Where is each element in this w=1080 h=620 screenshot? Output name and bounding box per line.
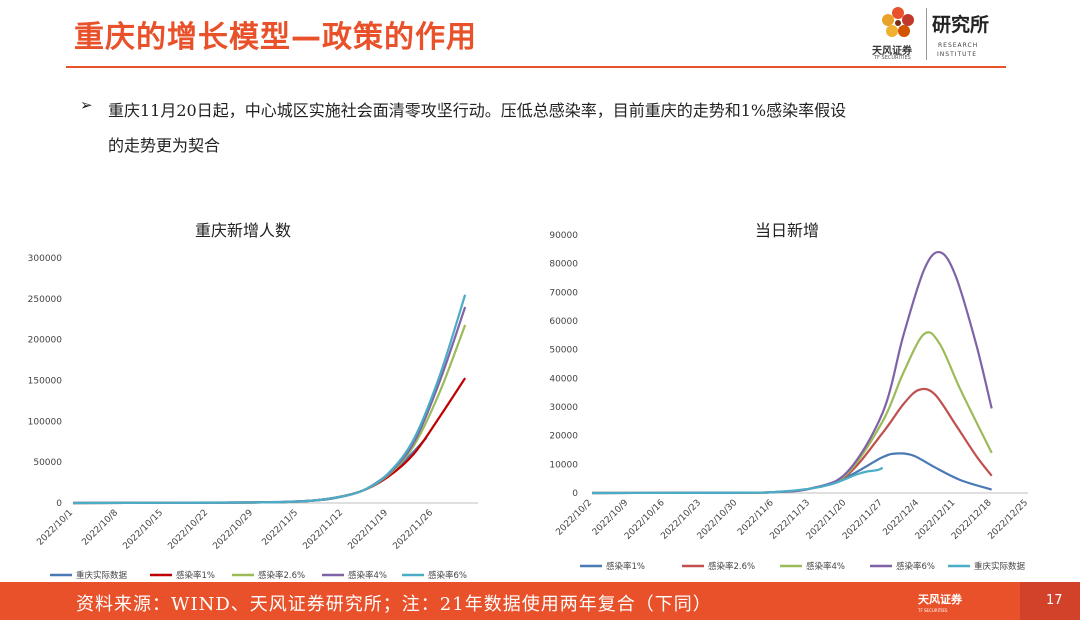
x-tick-label: 2022/11/5 [260,508,300,548]
y-tick-label: 300000 [28,254,63,264]
legend-label: 重庆实际数据 [76,570,128,581]
footer-bar: 资料来源：WIND、天风证券研究所；注：21年数据使用两年复合（下同） 天风证券… [0,582,1080,620]
series-line [72,377,467,505]
logo-divider [926,8,927,60]
footer-logo-cn: 天风证券 [918,593,962,606]
series-line [591,331,993,495]
x-tick-label: 2022/10/15 [121,508,165,552]
y-tick-label: 100000 [28,417,63,427]
y-tick-label: 70000 [549,288,578,298]
x-tick-label: 2022/11/19 [346,508,390,552]
logo-research-en-2: INSTITUTE [937,51,978,58]
chart-title: 重庆新增人数 [195,221,291,240]
x-tick-label: 2022/10/22 [166,508,210,552]
company-logo: 天风证券 TF SECURITIES 研究所 RESEARCH INSTITUT… [870,4,990,62]
logo-name-en: TF SECURITIES [874,55,911,61]
footer-source-text: 资料来源：WIND、天风证券研究所；注：21年数据使用两年复合（下同） [76,594,712,615]
series-line [72,324,467,505]
x-tick-label: 2022/10/29 [211,508,255,552]
bullet-line-2: 的走势更为契合 [108,136,221,155]
series-line [591,452,992,495]
y-tick-label: 10000 [549,460,578,470]
logo-research-en-1: RESEARCH [938,42,979,49]
series-line [72,294,467,505]
legend-label: 感染率1% [176,570,215,581]
legend-label: 感染率4% [806,561,845,572]
page-number: 17 [1046,593,1063,608]
footer-logo-en: TF SECURITIES [918,608,948,613]
legend-label: 重庆实际数据 [974,561,1026,572]
x-tick-label: 2022/10/2 [554,498,594,538]
legend-label: 感染率6% [896,561,935,572]
series-line [591,387,993,495]
x-tick-label: 2022/10/8 [80,508,120,548]
y-tick-label: 40000 [549,374,578,384]
y-tick-label: 0 [572,489,578,499]
x-tick-label: 2022/10/1 [35,508,75,548]
y-tick-label: 250000 [28,295,63,305]
page-number-box [1020,582,1080,620]
legend-label: 感染率1% [606,561,645,572]
series-line [591,466,884,495]
logo-name-cn: 天风证券 [872,46,912,57]
legend-label: 感染率2.6% [708,561,755,572]
x-tick-label: 2022/11/12 [301,508,345,552]
y-tick-label: 200000 [28,336,63,346]
series-line [591,250,993,495]
y-tick-label: 150000 [28,377,63,387]
series-line [72,436,428,505]
legend-label: 感染率2.6% [258,570,305,581]
y-tick-label: 0 [56,499,62,509]
chart-daily-new-cases: 当日新增 0 10000 20000 30000 40000 50000 60000 70000… [549,221,1030,572]
y-tick-label: 90000 [549,231,578,241]
y-tick-label: 80000 [549,260,578,270]
bullet-text: 重庆11月20日起，中心城区实施社会面清零攻坚行动。压低总感染率，目前重庆的走势… [108,93,1008,163]
y-tick-label: 50000 [549,346,578,356]
flower-logo-icon [882,7,914,37]
bullet-marker-icon: ➢ [80,96,93,114]
x-tick-label: 2022/11/26 [391,508,435,552]
legend-label: 感染率4% [348,570,387,581]
chart-cumulative-cases: 重庆新增人数 0 50000 100000 150000 200000 250000 3000… [28,221,478,581]
legend-label: 感染率6% [428,570,467,581]
page-title: 重庆的增长模型—政策的作用 [74,20,477,55]
y-tick-label: 30000 [549,403,578,413]
logo-research-cn: 研究所 [932,14,990,36]
y-tick-label: 20000 [549,432,578,442]
y-tick-label: 60000 [549,317,578,327]
footer-logo: 天风证券 TF SECURITIES [918,591,962,613]
y-tick-label: 50000 [33,458,62,468]
bullet-line-1: 重庆11月20日起，中心城区实施社会面清零攻坚行动。压低总感染率，目前重庆的走势… [108,101,847,120]
chart-title: 当日新增 [755,221,819,240]
series-line [72,306,467,505]
title-rule [66,66,1006,68]
